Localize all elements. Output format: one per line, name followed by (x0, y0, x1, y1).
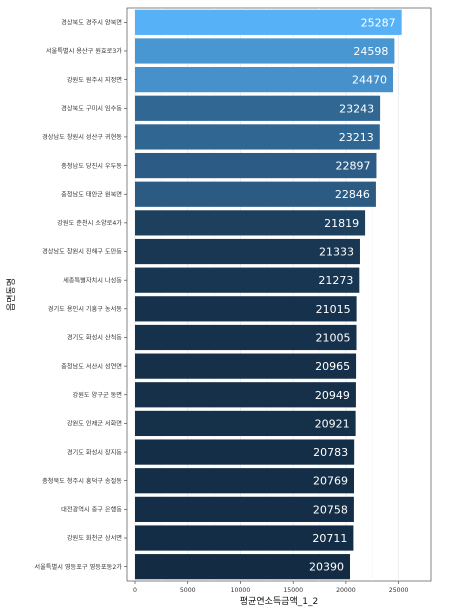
bar-value-label: 22846 (335, 188, 370, 201)
bar (135, 9, 402, 35)
x-axis-ticks: 0 5000 10000 15000 20000 25000 (133, 581, 409, 594)
bar-value-label: 25287 (361, 16, 396, 29)
bar (135, 382, 356, 408)
bar (135, 152, 377, 179)
category-tick-label: 충청남도 당진시 우두동 (61, 162, 122, 170)
bar (135, 67, 394, 93)
category-tick-label: 강원도 양구군 동면 (73, 391, 123, 399)
x-tick-label: 5000 (180, 587, 196, 594)
bar-value-labels: 25287 24598 24470 23243 23213 22897 22846 21819… (309, 16, 396, 573)
bar (135, 238, 360, 265)
category-tick-label: 대전광역시 중구 은행동 (61, 506, 122, 514)
category-tick-label: 경기도 화성시 산척동 (67, 334, 122, 342)
category-tick-label: 경상남도 창원시 성산구 귀현동 (42, 133, 122, 141)
bar-value-label: 20758 (313, 503, 348, 516)
bar-value-label: 21015 (316, 303, 351, 316)
plot-panel (126, 7, 432, 582)
bar-value-label: 23213 (339, 131, 374, 144)
bar-value-label: 21005 (316, 331, 351, 344)
bar (135, 296, 357, 322)
bar-value-label: 21273 (318, 274, 353, 287)
bar (135, 410, 356, 437)
category-tick-label: 충청남도 태안군 원북면 (61, 190, 122, 198)
bar-value-label: 20390 (309, 561, 344, 574)
category-tick-label: 충청남도 서산시 성연면 (61, 362, 122, 370)
category-tick-label: 경기도 용인시 기흥구 농서동 (48, 305, 123, 313)
bar (135, 267, 360, 293)
bar (135, 353, 357, 379)
category-tick-label: 서울특별시 영등포구 영등포동2가 (34, 563, 122, 571)
bars (135, 9, 402, 580)
bar-value-label: 20769 (313, 475, 348, 488)
category-tick-label: 경상북도 구미시 임수동 (61, 104, 122, 112)
bar-value-label: 23243 (339, 102, 374, 115)
bar-value-label: 21333 (319, 246, 354, 259)
category-tick-label: 강원도 인제군 서화면 (67, 420, 122, 428)
category-tick-label: 강원도 화천군 상서면 (67, 534, 122, 542)
bar (135, 439, 355, 465)
bar-value-label: 22897 (335, 160, 370, 173)
bar-value-label: 20921 (315, 417, 350, 430)
bar-value-label: 20965 (315, 360, 350, 373)
category-tick-label: 세종특별자치시 나성동 (63, 276, 122, 284)
x-tick-label: 25000 (389, 587, 409, 594)
bar-value-label: 20711 (312, 532, 347, 545)
bar-value-label: 24470 (352, 74, 387, 87)
x-tick-label: 0 (133, 587, 137, 594)
bar-value-label: 20949 (315, 389, 350, 402)
bar (135, 324, 357, 351)
bar-value-label: 20783 (313, 446, 348, 459)
x-tick-label: 20000 (336, 587, 356, 594)
bar (135, 554, 351, 580)
bar (135, 525, 354, 551)
category-tick-label: 강원도 춘천시 소양로4가 (57, 219, 122, 227)
bar (135, 38, 395, 64)
bar (135, 124, 380, 150)
category-tick-label: 충청북도 청주시 흥덕구 송절동 (42, 477, 122, 485)
category-tick-label: 경상북도 경주시 양북면 (61, 19, 122, 27)
x-tick-label: 10000 (231, 587, 251, 594)
bar (135, 496, 354, 522)
category-tick-label: 서울특별시 용산구 원효로3가 (46, 47, 122, 55)
bar (135, 210, 366, 236)
bar (135, 95, 381, 121)
y-axis-title: 읍면동명 (6, 278, 17, 311)
bar-value-label: 24598 (353, 45, 388, 58)
x-tick-label: 15000 (283, 587, 303, 594)
category-tick-label: 강원도 원주시 지정면 (67, 76, 122, 84)
x-axis-title: 평균연소득금액_1_2 (240, 595, 318, 607)
category-tick-label: 경상남도 창원시 진해구 도만동 (42, 248, 122, 256)
category-tick-label: 경기도 화성시 장지동 (67, 448, 122, 456)
bar (135, 468, 355, 494)
bar (135, 181, 376, 207)
bar-value-label: 21819 (324, 217, 359, 230)
